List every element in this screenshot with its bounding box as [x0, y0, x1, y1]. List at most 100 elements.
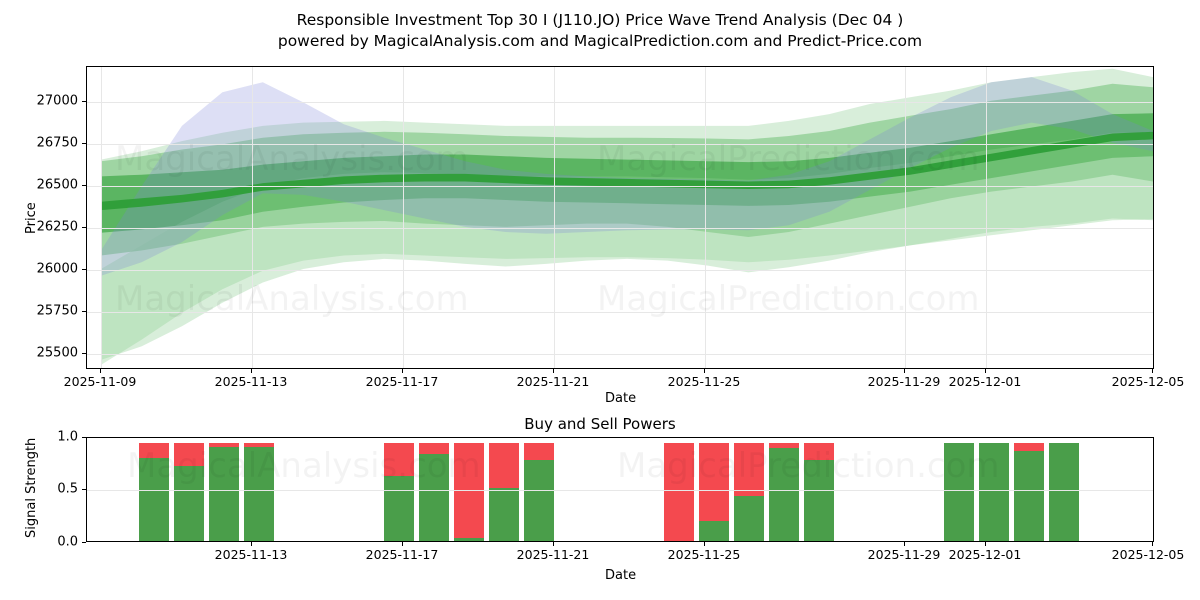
- xtick-label: 2025-11-13: [214, 374, 288, 389]
- sell-power-segment: [524, 443, 554, 460]
- gridline-x-2025-11-17: [403, 67, 404, 368]
- buy-sell-power-bars: [139, 443, 1079, 541]
- sell-power-segment: [209, 443, 239, 447]
- figure-title-line2: powered by MagicalAnalysis.com and Magic…: [277, 32, 923, 50]
- figure-title-line1: Responsible Investment Top 30 I (J110.JO…: [296, 11, 904, 29]
- xtick-label: 2025-11-13: [214, 547, 288, 562]
- xtick-label: 2025-11-17: [365, 374, 439, 389]
- power-bar: [664, 443, 694, 541]
- xtick-label: 2025-11-29: [867, 374, 941, 389]
- buy-power-segment: [944, 443, 974, 541]
- ytick-mark: [82, 489, 86, 490]
- xtick-label: 2025-11-21: [516, 374, 590, 389]
- ytick-mark: [82, 227, 86, 228]
- price-y-axis-label: Price: [24, 202, 39, 234]
- gridline-y-25500: [87, 354, 1153, 355]
- power-chart-plot-area: MagicalAnalysis.com MagicalPrediction.co…: [86, 437, 1154, 542]
- ytick-label: 0.5: [57, 481, 78, 497]
- gridline-y-27000: [87, 102, 1153, 103]
- sell-power-segment: [384, 443, 414, 476]
- sell-power-segment: [769, 443, 799, 448]
- buy-power-segment: [1049, 443, 1079, 541]
- buy-power-segment: [734, 496, 764, 541]
- gridline-y-25750: [87, 312, 1153, 313]
- buy-power-segment: [489, 488, 519, 541]
- xtick-label: 2025-11-29: [867, 547, 941, 562]
- ytick-label: 1.0: [57, 429, 78, 445]
- xtick-mark: [402, 369, 403, 373]
- xtick-label: 2025-11-25: [667, 374, 741, 389]
- price-chart-plot-area: MagicalAnalysis.com MagicalPrediction.co…: [86, 66, 1154, 369]
- buy-power-segment: [244, 447, 274, 541]
- power-bar: [174, 443, 204, 541]
- power-x-axis-label: Date: [605, 568, 637, 583]
- buy-power-segment: [979, 443, 1009, 541]
- sell-power-segment: [664, 443, 694, 541]
- gridline-y-26500: [87, 186, 1153, 187]
- xtick-label: 2025-12-05: [1111, 547, 1185, 562]
- gridline-x-2025-11-29: [905, 67, 906, 368]
- gridline-x-2025-12-01: [986, 67, 987, 368]
- xtick-mark: [251, 369, 252, 373]
- wave-band-outer-green-band: [101, 68, 1153, 360]
- power-bar: [209, 443, 239, 541]
- ytick-mark: [82, 269, 86, 270]
- xtick-mark: [1152, 542, 1153, 546]
- sell-power-segment: [489, 443, 519, 488]
- sell-power-segment: [139, 443, 169, 458]
- sell-power-segment: [699, 443, 729, 521]
- ytick-mark: [82, 311, 86, 312]
- power-bar: [944, 443, 974, 541]
- power-bar: [1049, 443, 1079, 541]
- ytick-label: 25500: [36, 345, 78, 361]
- xtick-mark: [251, 542, 252, 546]
- xtick-mark: [553, 369, 554, 373]
- figure-title: Responsible Investment Top 30 I (J110.JO…: [0, 10, 1200, 52]
- power-bar: [804, 443, 834, 541]
- buy-power-segment: [524, 460, 554, 541]
- gridline-y-26750: [87, 144, 1153, 145]
- sell-power-segment: [174, 443, 204, 466]
- price-wave-bands: [101, 68, 1153, 365]
- ytick-label: 26500: [36, 177, 78, 193]
- power-chart-title: Buy and Sell Powers: [524, 415, 676, 433]
- ytick-label: 0.0: [57, 534, 78, 550]
- buy-power-segment: [174, 466, 204, 541]
- ytick-mark: [82, 143, 86, 144]
- sell-power-segment: [1014, 443, 1044, 451]
- xtick-label: 2025-12-01: [948, 374, 1022, 389]
- gridline-x-2025-11-21: [554, 67, 555, 368]
- sell-power-segment: [244, 443, 274, 447]
- gridline-x-2025-11-09: [101, 67, 102, 368]
- power-bar: [139, 443, 169, 541]
- xtick-mark: [553, 542, 554, 546]
- xtick-label: 2025-11-25: [667, 547, 741, 562]
- ytick-mark: [82, 353, 86, 354]
- gridline-x-2025-11-13: [252, 67, 253, 368]
- gridline-y-0.5: [87, 490, 1153, 491]
- power-bar: [384, 443, 414, 541]
- xtick-label: 2025-11-21: [516, 547, 590, 562]
- power-bar: [734, 443, 764, 541]
- wave-band-core-green-band: [101, 113, 1153, 233]
- wave-band-lower-rising-band: [101, 132, 1153, 365]
- sell-power-segment: [804, 443, 834, 460]
- buy-power-segment: [384, 476, 414, 541]
- sell-power-segment: [419, 443, 449, 454]
- xtick-label: 2025-11-17: [365, 547, 439, 562]
- power-bar: [769, 443, 799, 541]
- buy-power-segment: [139, 458, 169, 541]
- xtick-mark: [100, 369, 101, 373]
- price-x-axis-label: Date: [605, 391, 637, 406]
- power-bar: [1014, 443, 1044, 541]
- buy-power-segment: [419, 454, 449, 541]
- ytick-mark: [82, 185, 86, 186]
- power-bar: [699, 443, 729, 541]
- buy-power-segment: [454, 538, 484, 541]
- xtick-mark: [904, 542, 905, 546]
- gridline-y-26000: [87, 270, 1153, 271]
- ytick-mark: [82, 437, 86, 438]
- ytick-label: 26750: [36, 135, 78, 151]
- power-bar: [489, 443, 519, 541]
